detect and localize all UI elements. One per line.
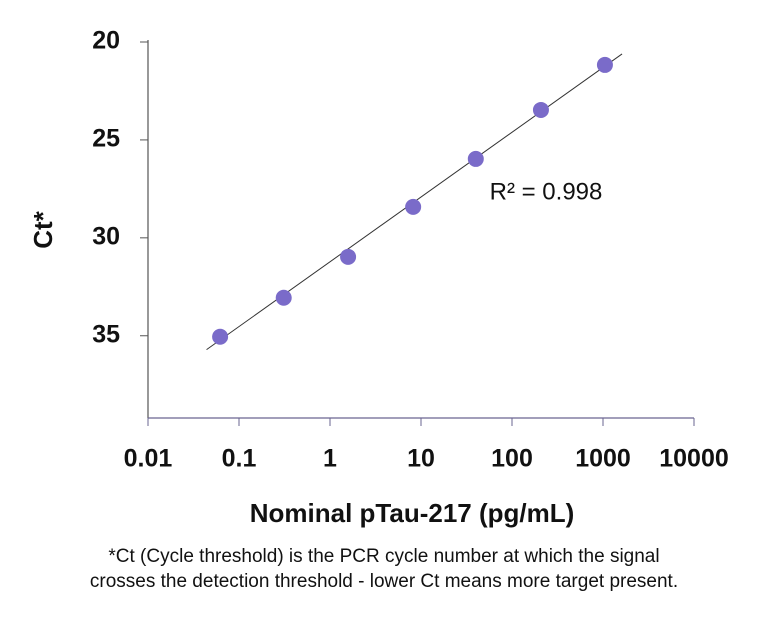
point <box>340 248 357 265</box>
point <box>212 328 229 345</box>
point <box>467 150 484 167</box>
footnote: *Ct (Cycle threshold) is the PCR cycle n… <box>108 546 659 567</box>
point <box>532 101 549 118</box>
x-tick-label: 10 <box>407 445 435 473</box>
y-tick-label: 25 <box>92 125 120 153</box>
x-tick-label: 1 <box>323 445 337 473</box>
y-tick-label: 35 <box>92 320 120 348</box>
point <box>275 289 292 306</box>
x-tick-label: 1000 <box>575 445 631 473</box>
y-axis-label: Ct* <box>28 210 58 248</box>
x-tick-label: 0.01 <box>124 445 173 473</box>
point <box>405 198 422 215</box>
x-tick-label: 100 <box>491 445 533 473</box>
x-tick-label: 0.1 <box>222 445 257 473</box>
annotation: R² = 0.998 <box>490 178 603 205</box>
x-axis-label: Nominal pTau-217 (pg/mL) <box>250 498 575 528</box>
y-tick-label: 20 <box>92 27 120 55</box>
x-tick-label: 10000 <box>659 445 729 473</box>
footnote: crosses the detection threshold - lower … <box>90 571 678 592</box>
y-tick-label: 30 <box>92 222 120 250</box>
point <box>596 56 613 73</box>
